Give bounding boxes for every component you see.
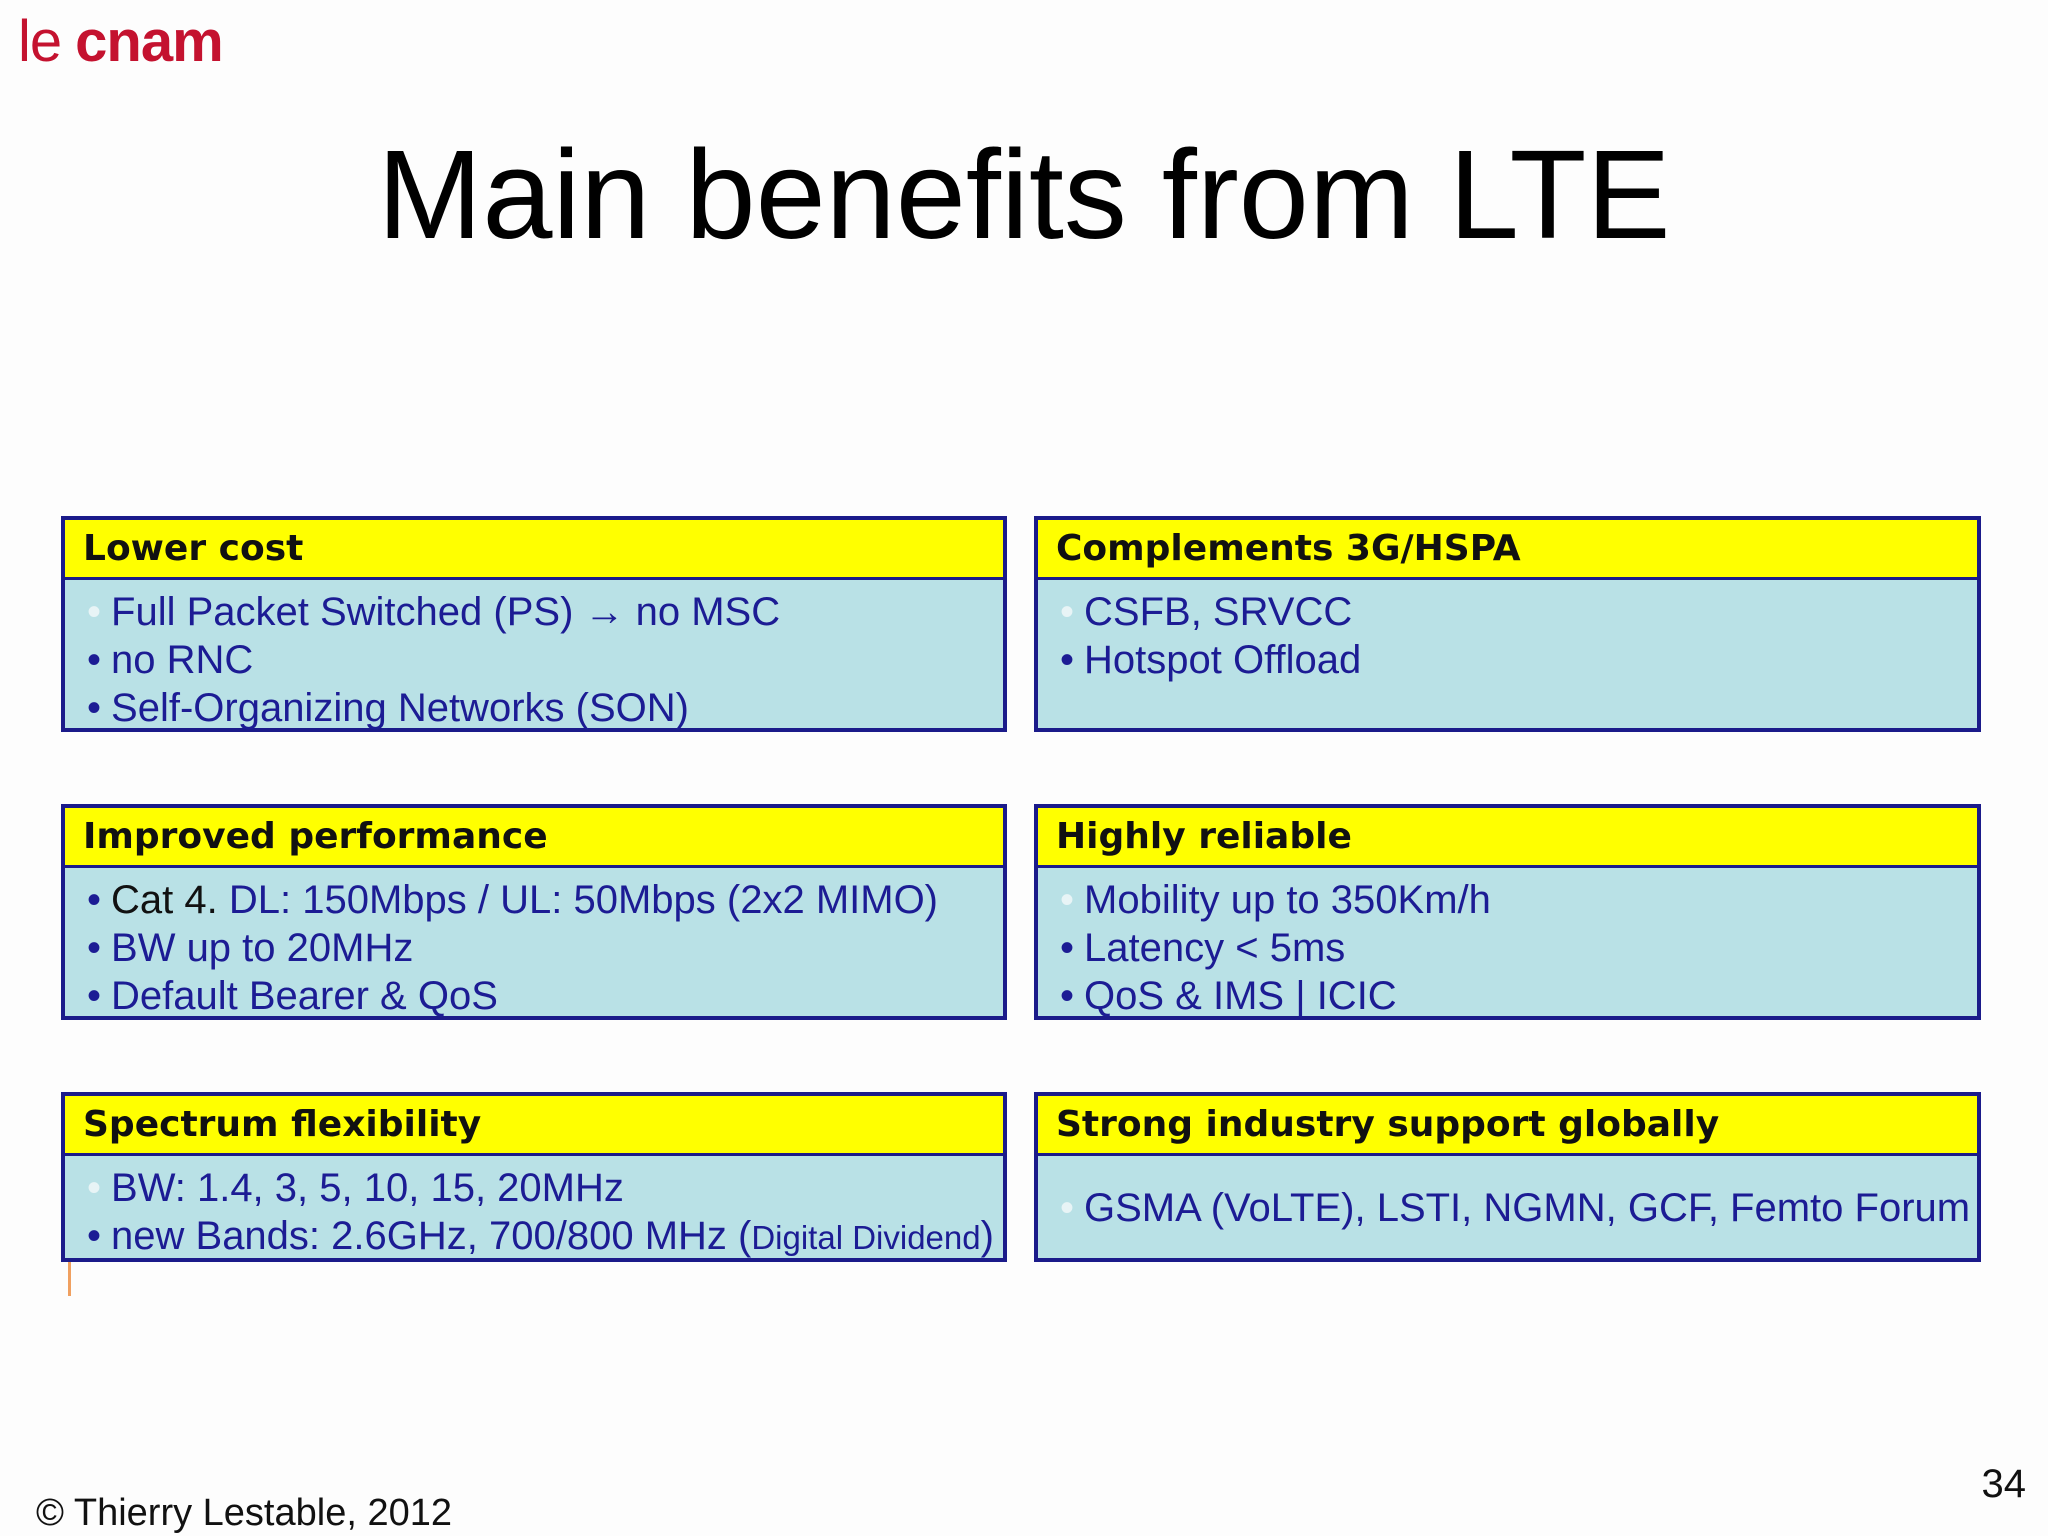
item-prefix: Cat 4. [111, 878, 218, 922]
box-header: Lower cost [65, 520, 1003, 580]
list-item: • new Bands: 2.6GHz, 700/800 MHz (Digital… [87, 1212, 1003, 1262]
list-item: • Hotspot Offload [1060, 636, 1977, 684]
copyright-footer: © Thierry Lestable, 2012 [36, 1492, 452, 1534]
bullet-icon: • [1060, 926, 1075, 970]
page-number: 34 [1981, 1462, 2027, 1506]
bullet-icon: • [1060, 638, 1075, 682]
item-close: ) [980, 1214, 994, 1258]
list-item: • Self-Organizing Networks (SON) [87, 684, 1003, 732]
box-body: • Mobility up to 350Km/h • Latency < 5ms •… [1038, 868, 1977, 1020]
box-header: Highly reliable [1038, 808, 1977, 868]
list-item: • BW: 1.4, 3, 5, 10, 15, 20MHz [87, 1164, 1003, 1212]
box-body: • BW: 1.4, 3, 5, 10, 15, 20MHz • new Bands… [65, 1156, 1003, 1262]
item-text: BW: 1.4, 3, 5, 10, 15, 20MHz [111, 1166, 624, 1210]
item-text: Full Packet Switched (PS) → no MSC [111, 590, 781, 634]
cnam-logo: le cnam [18, 9, 224, 74]
item-text: Mobility up to 350Km/h [1084, 878, 1491, 922]
orange-marker [68, 1262, 71, 1296]
box-header: Improved performance [65, 808, 1003, 868]
bullet-icon: • [87, 926, 102, 970]
item-text: no RNC [111, 638, 254, 682]
box-header: Spectrum flexibility [65, 1096, 1003, 1156]
item-text: Hotspot Offload [1084, 638, 1362, 682]
box-body: • Cat 4. DL: 150Mbps / UL: 50Mbps (2x2 MI… [65, 868, 1003, 1020]
item-text: CSFB, SRVCC [1084, 590, 1353, 634]
item-text: new Bands: 2.6GHz, 700/800 MHz ( [111, 1214, 752, 1258]
slide-title: Main benefits from LTE [377, 124, 1671, 265]
bullet-icon: • [87, 1214, 102, 1258]
list-item: • CSFB, SRVCC [1060, 588, 1977, 636]
improved-performance-box: Improved performance • Cat 4. DL: 150Mbps… [61, 804, 1007, 1020]
complements-3g-box: Complements 3G/HSPA • CSFB, SRVCC • Hotspo… [1034, 516, 1981, 732]
list-item: • Latency < 5ms [1060, 924, 1977, 972]
box-body: • CSFB, SRVCC • Hotspot Offload [1038, 580, 1977, 684]
highly-reliable-box: Highly reliable • Mobility up to 350Km/h … [1034, 804, 1981, 1020]
industry-support-box: Strong industry support globally • GSMA (… [1034, 1092, 1981, 1262]
bullet-icon: • [1060, 1186, 1075, 1230]
item-suffix: Digital Dividend [751, 1219, 981, 1256]
box-body: • Full Packet Switched (PS) → no MSC • no … [65, 580, 1003, 732]
bullet-icon: • [1060, 974, 1075, 1018]
bullet-icon: • [87, 686, 102, 730]
logo-le: le [18, 9, 62, 74]
bullet-icon: • [87, 974, 102, 1018]
item-text: BW up to 20MHz [111, 926, 414, 970]
item-text: Latency < 5ms [1084, 926, 1346, 970]
bullet-icon: • [87, 638, 102, 682]
list-item: • QoS & IMS | ICIC [1060, 972, 1977, 1020]
bullet-icon: • [1060, 878, 1075, 922]
lower-cost-box: Lower cost • Full Packet Switched (PS) → … [61, 516, 1007, 732]
box-header: Strong industry support globally [1038, 1096, 1977, 1156]
item-text: GSMA (VoLTE), LSTI, NGMN, GCF, Femto For… [1084, 1186, 1971, 1230]
list-item: • Full Packet Switched (PS) → no MSC [87, 588, 1003, 636]
list-item: • BW up to 20MHz [87, 924, 1003, 972]
item-text: Default Bearer & QoS [111, 974, 498, 1018]
list-item: • Mobility up to 350Km/h [1060, 876, 1977, 924]
box-header: Complements 3G/HSPA [1038, 520, 1977, 580]
list-item: • no RNC [87, 636, 1003, 684]
list-item: • Cat 4. DL: 150Mbps / UL: 50Mbps (2x2 MI… [87, 876, 1003, 924]
box-body: • GSMA (VoLTE), LSTI, NGMN, GCF, Femto Fo… [1038, 1156, 1977, 1232]
list-item: • Default Bearer & QoS [87, 972, 1003, 1020]
bullet-icon: • [1060, 590, 1075, 634]
item-text: Self-Organizing Networks (SON) [111, 686, 689, 730]
item-text: QoS & IMS | ICIC [1084, 974, 1397, 1018]
bullet-icon: • [87, 590, 102, 634]
spectrum-flexibility-box: Spectrum flexibility • BW: 1.4, 3, 5, 10,… [61, 1092, 1007, 1262]
logo-cnam: cnam [75, 9, 224, 74]
bullet-icon: • [87, 1166, 102, 1210]
list-item: • GSMA (VoLTE), LSTI, NGMN, GCF, Femto Fo… [1060, 1184, 1977, 1232]
bullet-icon: • [87, 878, 102, 922]
item-text: DL: 150Mbps / UL: 50Mbps (2x2 MIMO) [228, 878, 938, 922]
